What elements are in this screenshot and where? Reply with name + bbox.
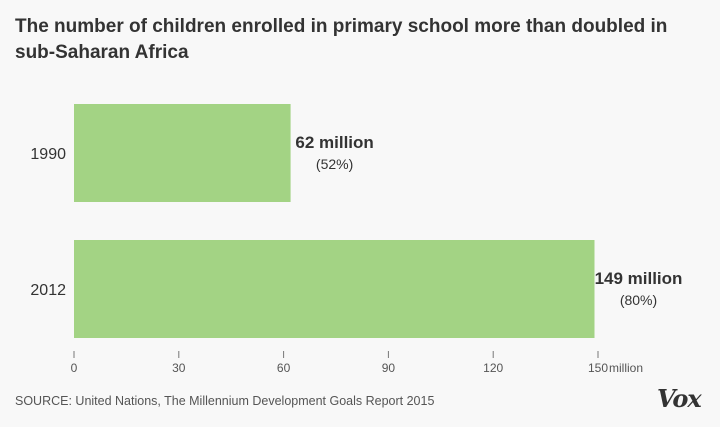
x-tick-label: 150 bbox=[588, 361, 608, 375]
x-tick-label: 30 bbox=[172, 361, 186, 375]
value-label: 149 million bbox=[595, 269, 683, 288]
bar bbox=[74, 104, 291, 202]
x-tick-label: 90 bbox=[382, 361, 396, 375]
x-tick-label: 60 bbox=[277, 361, 291, 375]
x-tick-label: 0 bbox=[71, 361, 78, 375]
category-label: 2012 bbox=[30, 282, 66, 299]
vox-logo: Vox bbox=[657, 384, 702, 413]
percent-label: (52%) bbox=[316, 156, 353, 172]
x-tick-label: 120 bbox=[483, 361, 503, 375]
chart-title: The number of children enrolled in prima… bbox=[15, 16, 668, 63]
percent-label: (80%) bbox=[620, 292, 657, 308]
source-note: SOURCE: United Nations, The Millennium D… bbox=[15, 394, 435, 408]
x-unit-label: million bbox=[609, 361, 643, 375]
value-label: 62 million bbox=[295, 133, 373, 152]
category-label: 1990 bbox=[30, 146, 66, 163]
bar bbox=[74, 240, 595, 338]
